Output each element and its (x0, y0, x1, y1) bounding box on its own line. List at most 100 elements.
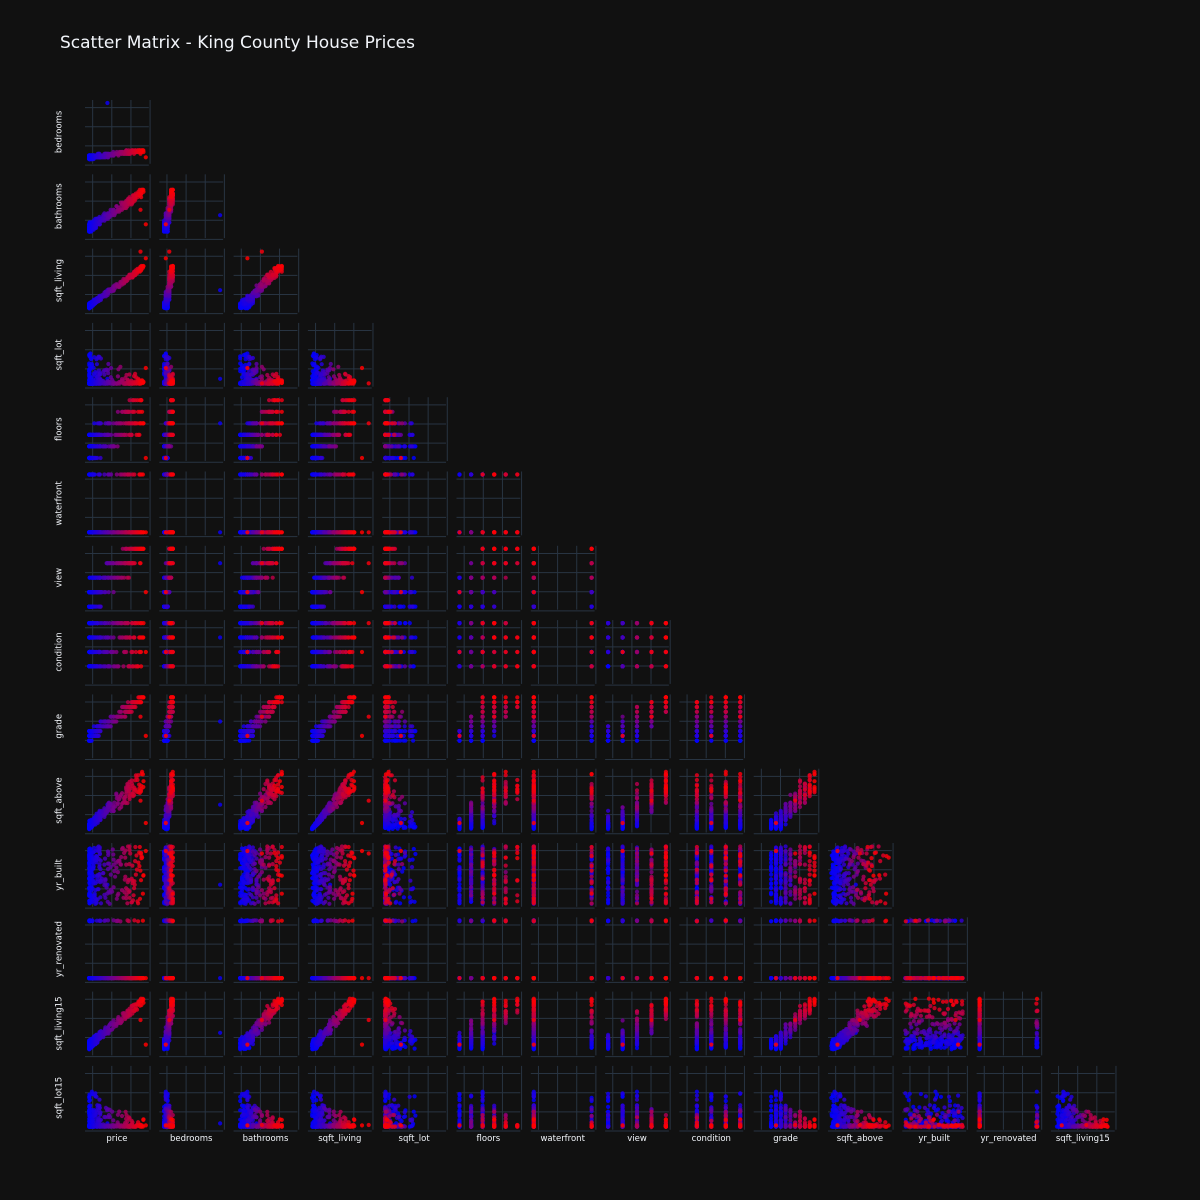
data-point (245, 256, 250, 261)
data-point (259, 421, 264, 426)
data-point (167, 207, 172, 212)
data-point (143, 155, 148, 160)
data-point (140, 409, 145, 414)
data-point (366, 381, 371, 386)
data-point (218, 213, 223, 218)
data-point (279, 472, 284, 477)
data-point (170, 432, 175, 437)
data-point (312, 362, 317, 368)
data-point (254, 361, 259, 367)
data-point (143, 530, 148, 535)
subplot-sqft_lot-vs-bedrooms (159, 322, 225, 389)
data-point (143, 256, 148, 261)
data-point (114, 472, 119, 477)
data-point (267, 275, 272, 280)
data-point (109, 472, 114, 477)
data-point (400, 421, 405, 426)
data-point (265, 432, 270, 437)
data-point (115, 409, 120, 414)
data-point (265, 372, 270, 378)
data-point (248, 356, 254, 361)
data-point (106, 361, 111, 367)
data-point (272, 530, 277, 535)
data-point (402, 444, 407, 449)
data-point (270, 409, 275, 414)
subplot-sqft_living-vs-bedrooms (159, 248, 225, 315)
data-point (359, 365, 365, 371)
data-point (241, 381, 246, 386)
data-point (163, 222, 168, 227)
data-point (331, 367, 336, 372)
data-point (390, 455, 395, 461)
data-point (141, 421, 146, 426)
data-point (218, 421, 223, 426)
data-point (279, 398, 284, 403)
data-point (259, 432, 264, 437)
data-point (384, 421, 389, 426)
data-point (319, 455, 324, 461)
data-point (277, 432, 282, 437)
data-point (141, 149, 146, 155)
data-point (259, 472, 264, 477)
data-point (165, 356, 170, 361)
data-point (245, 381, 250, 386)
data-point (311, 351, 316, 356)
data-point (346, 409, 351, 414)
data-point (169, 530, 174, 535)
data-point (336, 364, 341, 369)
subplot-sqft_living-vs-price (85, 248, 151, 315)
data-point (254, 444, 259, 449)
subplot-floors-vs-sqft_living (307, 397, 374, 463)
data-point (318, 421, 323, 426)
data-point (245, 376, 250, 381)
data-point (267, 409, 272, 414)
data-point (276, 472, 281, 477)
data-point (274, 432, 279, 437)
data-point (139, 195, 144, 200)
data-point (141, 380, 146, 385)
data-point (316, 365, 321, 370)
data-point (141, 264, 146, 269)
data-point (170, 398, 175, 403)
data-point (132, 409, 137, 414)
data-point (129, 432, 134, 437)
subplot-waterfront-vs-sqft_living (307, 471, 374, 538)
data-point (254, 377, 259, 382)
data-point (277, 380, 282, 385)
data-point (259, 288, 264, 293)
data-point (409, 444, 415, 449)
data-point (92, 472, 97, 477)
data-point (241, 530, 246, 535)
data-point (94, 225, 99, 230)
data-point (267, 398, 272, 403)
data-point (218, 376, 223, 381)
data-point (169, 421, 174, 426)
data-point (337, 432, 342, 437)
data-point (411, 455, 416, 461)
data-point (256, 432, 261, 437)
subplot-bedrooms-vs-price (85, 100, 151, 166)
data-point (359, 455, 365, 461)
data-point (333, 444, 339, 449)
data-point (143, 222, 148, 227)
data-point (245, 530, 250, 535)
data-point (313, 472, 318, 477)
data-point (106, 371, 111, 376)
data-point (245, 371, 250, 376)
data-point (256, 292, 261, 298)
data-point (137, 432, 142, 437)
data-point (132, 472, 137, 477)
data-point (270, 272, 275, 277)
data-point (351, 380, 357, 385)
data-point (276, 268, 281, 273)
data-point (250, 444, 255, 449)
data-point (277, 421, 282, 426)
data-point (259, 282, 264, 287)
data-point (107, 421, 112, 426)
data-point (115, 374, 120, 379)
data-point (321, 444, 327, 449)
data-point (163, 530, 168, 535)
data-point (94, 362, 99, 367)
data-point (98, 455, 103, 461)
